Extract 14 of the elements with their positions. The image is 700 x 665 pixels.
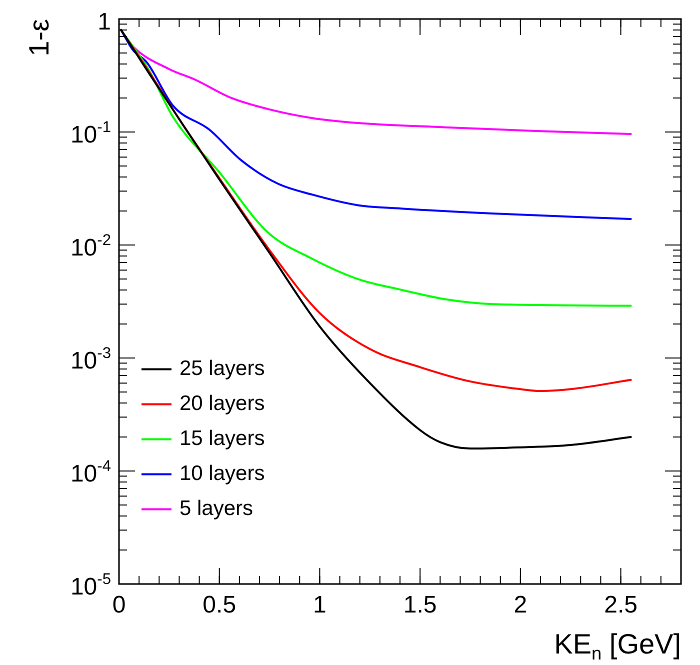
x-tick-label: 0 bbox=[112, 592, 126, 619]
legend-label: 15 layers bbox=[179, 427, 265, 450]
y-tick-label: 1 bbox=[98, 8, 112, 36]
x-tick-label: 2.5 bbox=[604, 592, 638, 619]
legend-label: 25 layers bbox=[179, 357, 265, 380]
legend-label: 20 layers bbox=[179, 392, 265, 416]
legend-label: 5 layers bbox=[179, 497, 254, 520]
x-tick-label: 1 bbox=[313, 592, 326, 619]
x-tick-label: 1.5 bbox=[403, 592, 437, 619]
x-tick-label: 0.5 bbox=[202, 592, 236, 619]
legend-label: 10 layers bbox=[179, 462, 265, 486]
x-tick-label: 2 bbox=[514, 592, 528, 619]
line-series bbox=[120, 28, 632, 307]
y-axis-title: 1-ε bbox=[24, 18, 55, 56]
